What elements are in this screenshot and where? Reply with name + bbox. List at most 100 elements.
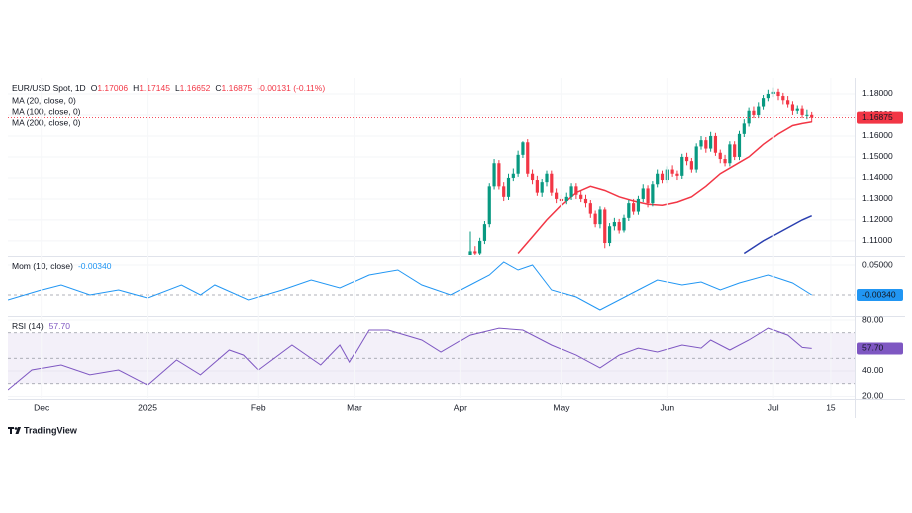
ohlc-key: C	[215, 83, 221, 93]
moving-average	[743, 215, 813, 255]
y-tick-label: 1.14000	[862, 172, 893, 182]
legend-entry: MA (200, close, 0)	[12, 117, 81, 127]
candle-body	[766, 93, 770, 99]
logo	[8, 427, 21, 434]
change: -0.00131 (-0.11%)	[257, 83, 325, 93]
candle-body	[805, 114, 809, 116]
symbol: EUR/USD Spot, 1D	[12, 83, 86, 93]
y-tick-label: 40.00	[862, 365, 884, 375]
indicator-header: RSI (14) 57.70	[12, 321, 70, 331]
y-tick-label: 20.00	[862, 391, 884, 401]
candle-body	[511, 173, 515, 178]
candle-body	[651, 184, 655, 204]
candle-body	[506, 177, 511, 197]
candle-body	[709, 135, 713, 149]
legend-entry: MA (100, close, 0)	[12, 106, 81, 116]
x-tick-label: May	[553, 402, 570, 412]
x-tick-label: 2025	[138, 402, 157, 412]
y-tick-label: 80.00	[862, 314, 884, 324]
candle-body	[632, 203, 636, 212]
indicator-value: -0.00340	[78, 261, 112, 271]
y-tick-label: 1.15000	[862, 151, 893, 161]
candle-body	[516, 154, 520, 174]
candle-body	[790, 104, 795, 111]
candle-body	[487, 186, 491, 225]
indicator-line	[8, 261, 812, 311]
candle-body	[723, 159, 727, 164]
candle-body	[574, 186, 578, 195]
x-tick-label: Apr	[454, 402, 467, 412]
candle-body	[482, 224, 487, 241]
last-price-box	[857, 111, 903, 124]
candle-body	[757, 106, 761, 115]
y-tick-label: 1.18000	[862, 88, 893, 98]
ohlc-key: L	[175, 83, 180, 93]
x-tick-label: Mar	[347, 402, 362, 412]
candle-body	[492, 163, 496, 187]
candle-body	[675, 173, 679, 176]
candle-body	[684, 156, 689, 162]
candle-body	[670, 169, 674, 174]
candle-body	[545, 173, 549, 183]
indicator-header: Mom (10, close) -0.00340	[12, 261, 112, 271]
candle-body	[781, 96, 785, 101]
candle-body	[478, 240, 482, 254]
candle-body	[579, 194, 583, 199]
candle-body	[473, 251, 477, 254]
y-tick-label: 0.05000	[862, 259, 893, 269]
last-value-box	[857, 342, 903, 355]
candle-body	[800, 108, 804, 115]
candle-body	[555, 192, 559, 199]
ohlc-value: 1.16652	[180, 83, 211, 93]
candle-body	[526, 142, 530, 174]
last-value-label: -0.00340	[862, 289, 896, 299]
candle-body	[583, 198, 588, 204]
candle-body	[588, 203, 592, 214]
y-tick-label: 1.12000	[862, 214, 893, 224]
last-price-label: 1.16875	[862, 112, 893, 122]
candle-body	[713, 135, 718, 153]
ohlc-key: H	[133, 83, 139, 93]
x-tick-label: 15	[826, 402, 836, 412]
candle-body	[550, 173, 554, 193]
x-tick-label: Jun	[660, 402, 674, 412]
candle-body	[598, 209, 602, 225]
candle-body	[535, 180, 539, 193]
candle-body	[761, 98, 766, 107]
last-value-label: 57.70	[862, 343, 884, 353]
candle-body	[718, 152, 722, 160]
indicator-value: 57.70	[49, 321, 71, 331]
pane	[8, 319, 855, 397]
ohlc-value: 1.17145	[139, 83, 170, 93]
x-tick-label: Jul	[768, 402, 779, 412]
candle-body	[752, 110, 756, 115]
candle-body	[617, 222, 621, 231]
moving-average	[517, 120, 812, 254]
candle-body	[742, 123, 746, 134]
candle-body	[646, 188, 650, 204]
candle-body	[660, 173, 665, 181]
candle-body	[627, 203, 631, 218]
candle-body	[564, 196, 568, 202]
candle-body	[521, 142, 525, 155]
candle-body	[704, 140, 708, 149]
y-tick-label: 1.16000	[862, 130, 893, 140]
candle-body	[786, 100, 790, 105]
symbol-header: EUR/USD Spot, 1D O1.17006 H1.17145 L1.16652…	[12, 83, 325, 93]
candle-body	[689, 161, 693, 170]
last-value-box	[857, 289, 903, 302]
indicator-title: Mom (10, close)	[12, 261, 73, 271]
ohlc-value: 1.17006	[97, 83, 128, 93]
candle-body	[612, 222, 616, 227]
candle-body	[468, 251, 472, 255]
candle-body	[728, 144, 732, 164]
candle-body	[603, 209, 607, 244]
candle-body	[622, 217, 626, 231]
y-tick-label: 1.11000	[862, 235, 892, 245]
legend-entry: MA (20, close, 0)	[12, 95, 76, 105]
candle-body	[694, 146, 698, 170]
candle-body	[497, 163, 501, 187]
candle-body	[540, 182, 544, 193]
ohlc-key: O	[91, 83, 98, 93]
